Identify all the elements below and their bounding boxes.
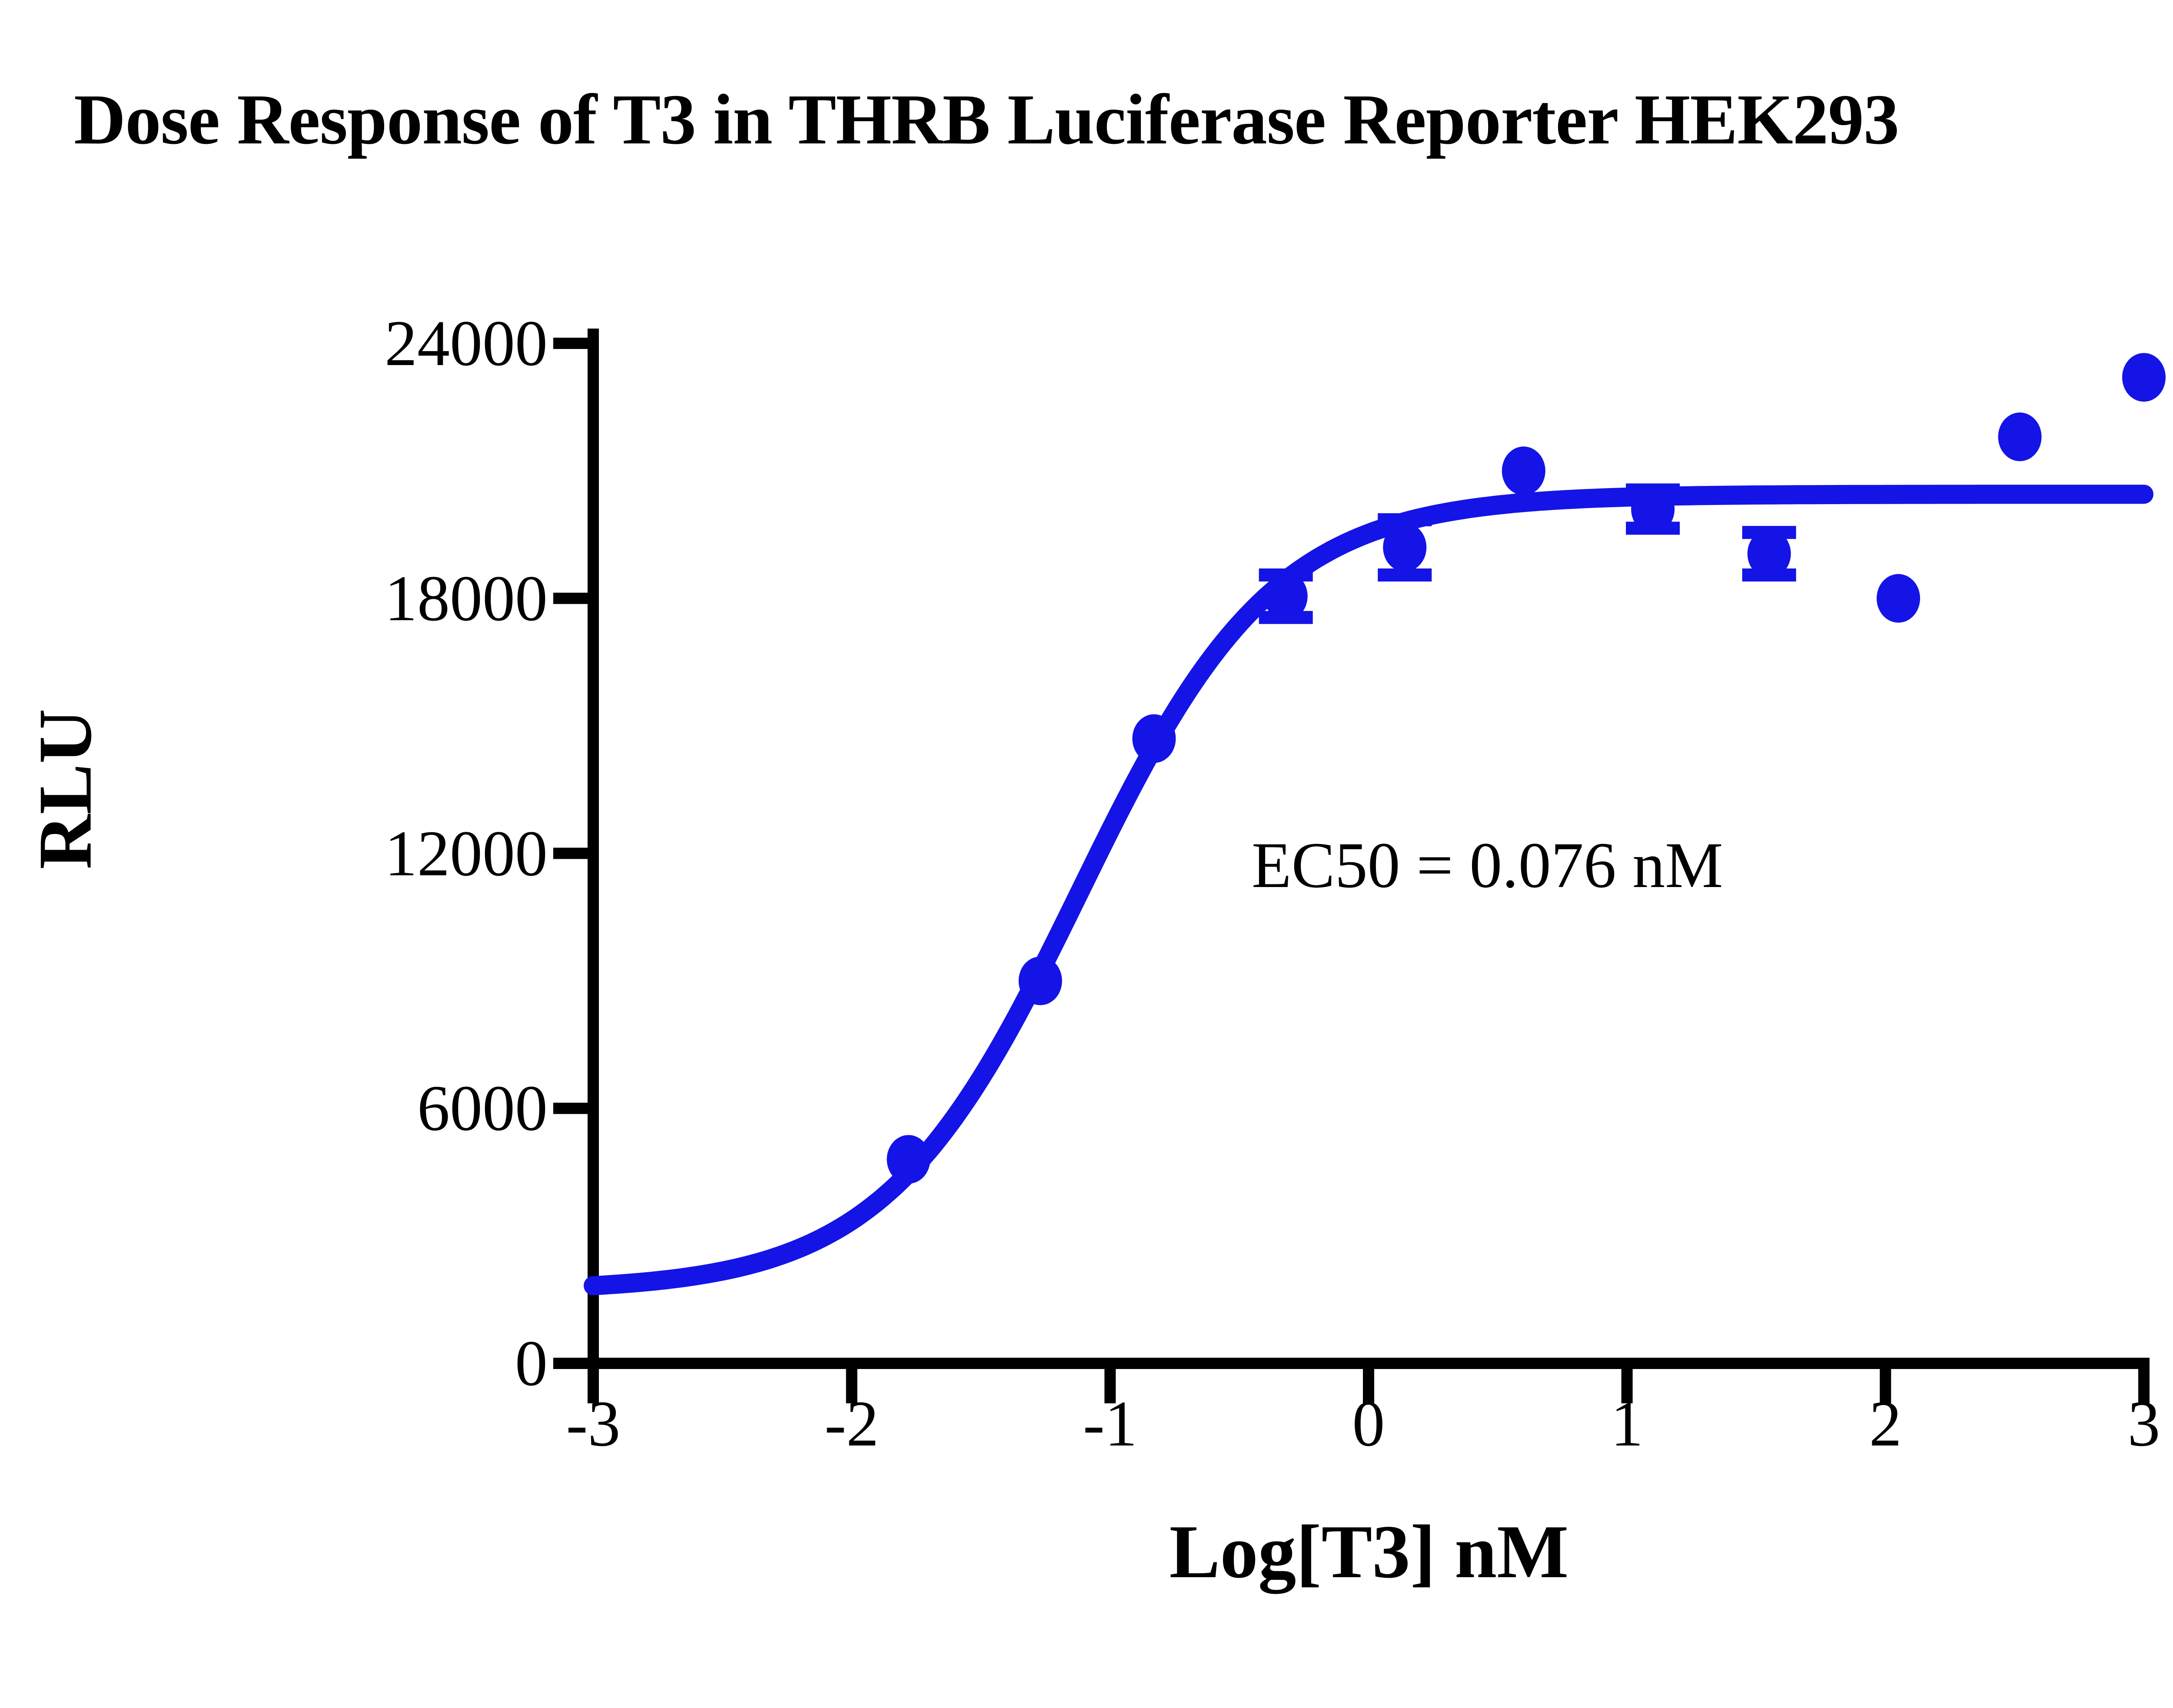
data-point-marker xyxy=(1264,572,1308,621)
ec50-annotation: EC50 = 0.076 nM xyxy=(1252,829,1723,901)
data-point-marker xyxy=(887,1135,930,1184)
y-tick-label: 24000 xyxy=(385,307,548,379)
fit-curve xyxy=(584,485,2153,1296)
y-tick-label: 12000 xyxy=(385,817,548,890)
y-tick-label-group: 0 6000 12000 18000 24000 xyxy=(278,0,548,1708)
data-point-marker xyxy=(1747,529,1791,578)
y-tick-label: 18000 xyxy=(385,562,548,635)
data-point-marker xyxy=(1132,714,1176,763)
y-tick-label: 6000 xyxy=(417,1072,548,1145)
chart-title: Dose Response of T3 in THRB Luciferase R… xyxy=(74,80,1899,159)
data-point-marker xyxy=(1877,574,1920,623)
data-point-marker xyxy=(1018,956,1062,1005)
data-point-marker xyxy=(1502,446,1545,495)
x-axis-label: Log[T3] nM xyxy=(1169,1509,1569,1594)
data-point-marker xyxy=(1998,412,2042,462)
data-point-marker xyxy=(1631,485,1675,534)
y-tick-label: 0 xyxy=(515,1327,548,1399)
data-point-marker xyxy=(2122,353,2166,402)
data-point-marker xyxy=(1383,523,1427,572)
